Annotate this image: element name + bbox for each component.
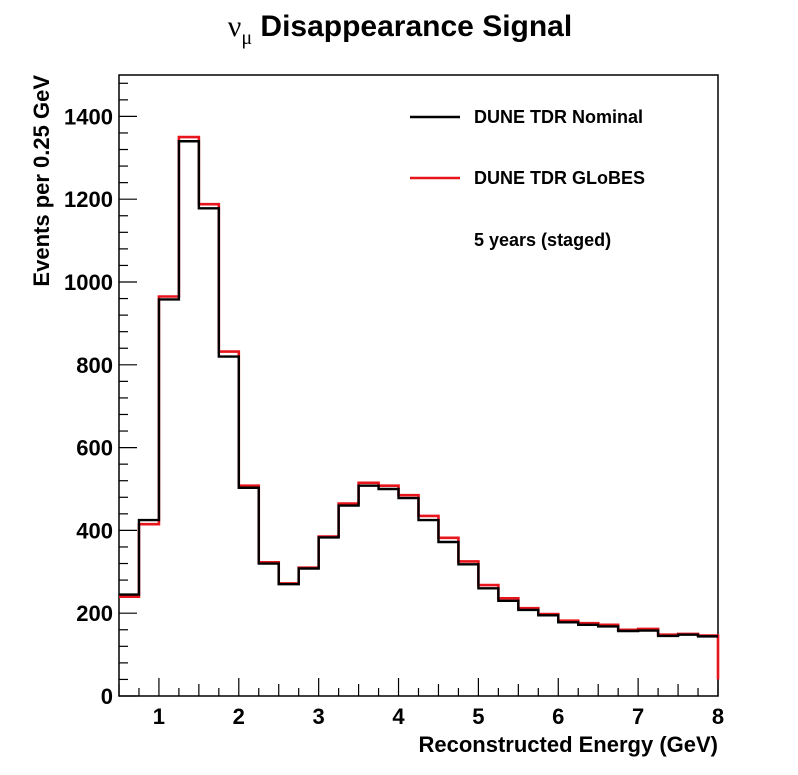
- x-axis-label: Reconstructed Energy (GeV): [418, 732, 718, 757]
- x-tick-label: 2: [233, 704, 245, 729]
- axis-tick-labels: 1 2 3 4 5 6 7 8 0 200 400 600 800 1000 1200 1400: [64, 104, 724, 729]
- x-tick-label: 8: [712, 704, 724, 729]
- title-subscript: μ: [241, 27, 252, 49]
- title-rest: Disappearance Signal: [252, 10, 572, 43]
- histogram-series: [119, 135, 720, 680]
- y-axis-label: Events per 0.25 GeV: [29, 75, 54, 287]
- x-tick-label: 7: [632, 704, 644, 729]
- x-tick-label: 4: [392, 704, 405, 729]
- legend-label-globes: DUNE TDR GLoBES: [474, 168, 645, 188]
- x-tick-label: 5: [472, 704, 484, 729]
- legend-label-nominal: DUNE TDR Nominal: [474, 107, 643, 127]
- y-tick-label: 400: [76, 518, 113, 543]
- x-tick-label: 1: [153, 704, 165, 729]
- y-tick-label: 0: [101, 684, 113, 709]
- y-tick-label: 1200: [64, 187, 113, 212]
- series-line-globes: [119, 135, 720, 680]
- y-tick-label: 1000: [64, 270, 113, 295]
- title-symbol: ν: [228, 10, 242, 43]
- y-tick-label: 1400: [64, 104, 113, 129]
- annotation-exposure: 5 years (staged): [474, 230, 611, 250]
- chart-title: νμ Disappearance Signal: [228, 10, 572, 49]
- x-tick-label: 3: [313, 704, 325, 729]
- series-line-nominal: [119, 140, 718, 638]
- y-tick-label: 800: [76, 353, 113, 378]
- legend: DUNE TDR Nominal DUNE TDR GLoBES 5 years…: [410, 107, 645, 250]
- y-tick-label: 200: [76, 601, 113, 626]
- x-tick-label: 6: [552, 704, 564, 729]
- y-tick-label: 600: [76, 436, 113, 461]
